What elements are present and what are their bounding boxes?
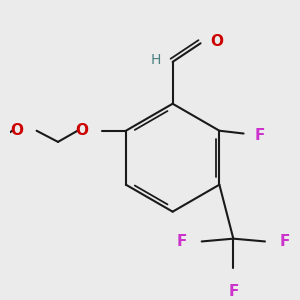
Text: O: O: [11, 123, 24, 138]
Text: O: O: [210, 34, 223, 49]
Text: H: H: [151, 53, 161, 67]
Text: O: O: [76, 123, 89, 138]
Text: F: F: [176, 234, 187, 249]
Text: F: F: [228, 284, 239, 299]
Text: F: F: [255, 128, 265, 143]
Text: F: F: [280, 234, 290, 249]
